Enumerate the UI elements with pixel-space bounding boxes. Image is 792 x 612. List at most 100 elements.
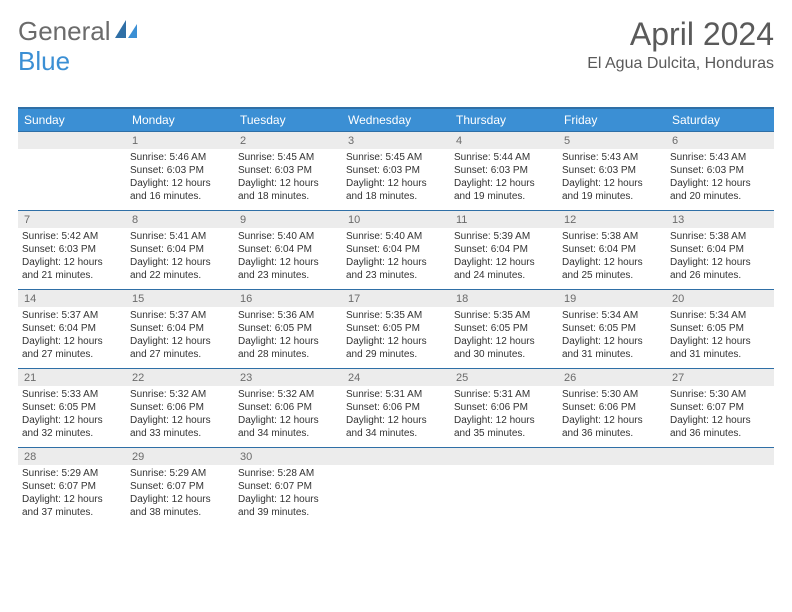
sunrise-text: Sunrise: 5:41 AM [130,230,230,243]
sunset-text: Sunset: 6:03 PM [562,164,662,177]
weeks-container: 1Sunrise: 5:46 AMSunset: 6:03 PMDaylight… [18,131,774,526]
sunset-text: Sunset: 6:07 PM [670,401,770,414]
day-number [450,448,558,465]
day-body: Sunrise: 5:42 AMSunset: 6:03 PMDaylight:… [18,228,126,288]
day-body: Sunrise: 5:31 AMSunset: 6:06 PMDaylight:… [450,386,558,446]
month-title: April 2024 [587,16,774,53]
day-body: Sunrise: 5:34 AMSunset: 6:05 PMDaylight:… [666,307,774,367]
day-number: 28 [18,448,126,465]
day-number: 18 [450,290,558,307]
day-body: Sunrise: 5:30 AMSunset: 6:07 PMDaylight:… [666,386,774,446]
day-body: Sunrise: 5:43 AMSunset: 6:03 PMDaylight:… [666,149,774,209]
day-number: 10 [342,211,450,228]
day-number: 2 [234,132,342,149]
day-cell: 20Sunrise: 5:34 AMSunset: 6:05 PMDayligh… [666,290,774,368]
daylight-text: Daylight: 12 hours and 27 minutes. [22,335,122,361]
day-number: 15 [126,290,234,307]
day-body [558,465,666,473]
day-number: 6 [666,132,774,149]
day-number: 13 [666,211,774,228]
sunrise-text: Sunrise: 5:29 AM [22,467,122,480]
day-body: Sunrise: 5:45 AMSunset: 6:03 PMDaylight:… [234,149,342,209]
day-cell: 14Sunrise: 5:37 AMSunset: 6:04 PMDayligh… [18,290,126,368]
daylight-text: Daylight: 12 hours and 25 minutes. [562,256,662,282]
sunset-text: Sunset: 6:03 PM [130,164,230,177]
day-number: 23 [234,369,342,386]
day-header-friday: Friday [558,109,666,131]
location: El Agua Dulcita, Honduras [587,55,774,73]
day-number: 4 [450,132,558,149]
day-number: 25 [450,369,558,386]
sunset-text: Sunset: 6:07 PM [130,480,230,493]
sunrise-text: Sunrise: 5:30 AM [670,388,770,401]
day-cell: 26Sunrise: 5:30 AMSunset: 6:06 PMDayligh… [558,369,666,447]
day-header-wednesday: Wednesday [342,109,450,131]
logo-sail-icon [115,16,137,47]
day-body: Sunrise: 5:29 AMSunset: 6:07 PMDaylight:… [126,465,234,525]
day-body [342,465,450,473]
sunset-text: Sunset: 6:05 PM [670,322,770,335]
sunset-text: Sunset: 6:04 PM [346,243,446,256]
sunrise-text: Sunrise: 5:31 AM [454,388,554,401]
daylight-text: Daylight: 12 hours and 36 minutes. [562,414,662,440]
sunrise-text: Sunrise: 5:45 AM [238,151,338,164]
day-cell: 21Sunrise: 5:33 AMSunset: 6:05 PMDayligh… [18,369,126,447]
day-body: Sunrise: 5:41 AMSunset: 6:04 PMDaylight:… [126,228,234,288]
day-cell: 6Sunrise: 5:43 AMSunset: 6:03 PMDaylight… [666,132,774,210]
daylight-text: Daylight: 12 hours and 16 minutes. [130,177,230,203]
day-cell: 25Sunrise: 5:31 AMSunset: 6:06 PMDayligh… [450,369,558,447]
sunset-text: Sunset: 6:04 PM [130,243,230,256]
day-cell [666,448,774,526]
day-number: 19 [558,290,666,307]
sunrise-text: Sunrise: 5:37 AM [130,309,230,322]
sunset-text: Sunset: 6:04 PM [454,243,554,256]
sunrise-text: Sunrise: 5:29 AM [130,467,230,480]
day-cell: 10Sunrise: 5:40 AMSunset: 6:04 PMDayligh… [342,211,450,289]
day-body: Sunrise: 5:36 AMSunset: 6:05 PMDaylight:… [234,307,342,367]
sunrise-text: Sunrise: 5:46 AM [130,151,230,164]
sunrise-text: Sunrise: 5:42 AM [22,230,122,243]
sunrise-text: Sunrise: 5:28 AM [238,467,338,480]
day-number: 17 [342,290,450,307]
week-row: 7Sunrise: 5:42 AMSunset: 6:03 PMDaylight… [18,210,774,289]
daylight-text: Daylight: 12 hours and 28 minutes. [238,335,338,361]
sunrise-text: Sunrise: 5:38 AM [670,230,770,243]
daylight-text: Daylight: 12 hours and 30 minutes. [454,335,554,361]
day-body: Sunrise: 5:45 AMSunset: 6:03 PMDaylight:… [342,149,450,209]
daylight-text: Daylight: 12 hours and 36 minutes. [670,414,770,440]
day-cell: 24Sunrise: 5:31 AMSunset: 6:06 PMDayligh… [342,369,450,447]
daylight-text: Daylight: 12 hours and 31 minutes. [670,335,770,361]
daylight-text: Daylight: 12 hours and 32 minutes. [22,414,122,440]
daylight-text: Daylight: 12 hours and 18 minutes. [346,177,446,203]
logo-text-general: General [18,16,111,47]
daylight-text: Daylight: 12 hours and 20 minutes. [670,177,770,203]
sunrise-text: Sunrise: 5:36 AM [238,309,338,322]
daylight-text: Daylight: 12 hours and 18 minutes. [238,177,338,203]
day-body: Sunrise: 5:40 AMSunset: 6:04 PMDaylight:… [342,228,450,288]
daylight-text: Daylight: 12 hours and 23 minutes. [238,256,338,282]
daylight-text: Daylight: 12 hours and 38 minutes. [130,493,230,519]
day-number: 24 [342,369,450,386]
day-body: Sunrise: 5:46 AMSunset: 6:03 PMDaylight:… [126,149,234,209]
day-body: Sunrise: 5:29 AMSunset: 6:07 PMDaylight:… [18,465,126,525]
day-cell: 7Sunrise: 5:42 AMSunset: 6:03 PMDaylight… [18,211,126,289]
daylight-text: Daylight: 12 hours and 34 minutes. [238,414,338,440]
day-body: Sunrise: 5:39 AMSunset: 6:04 PMDaylight:… [450,228,558,288]
daylight-text: Daylight: 12 hours and 23 minutes. [346,256,446,282]
day-number: 8 [126,211,234,228]
daylight-text: Daylight: 12 hours and 21 minutes. [22,256,122,282]
day-number: 12 [558,211,666,228]
sunset-text: Sunset: 6:05 PM [562,322,662,335]
week-row: 1Sunrise: 5:46 AMSunset: 6:03 PMDaylight… [18,131,774,210]
sunset-text: Sunset: 6:03 PM [238,164,338,177]
day-number: 5 [558,132,666,149]
day-body: Sunrise: 5:44 AMSunset: 6:03 PMDaylight:… [450,149,558,209]
day-cell: 17Sunrise: 5:35 AMSunset: 6:05 PMDayligh… [342,290,450,368]
sunset-text: Sunset: 6:03 PM [346,164,446,177]
day-body [18,149,126,157]
sunrise-text: Sunrise: 5:32 AM [238,388,338,401]
sunrise-text: Sunrise: 5:37 AM [22,309,122,322]
sunrise-text: Sunrise: 5:43 AM [670,151,770,164]
daylight-text: Daylight: 12 hours and 35 minutes. [454,414,554,440]
day-number [558,448,666,465]
